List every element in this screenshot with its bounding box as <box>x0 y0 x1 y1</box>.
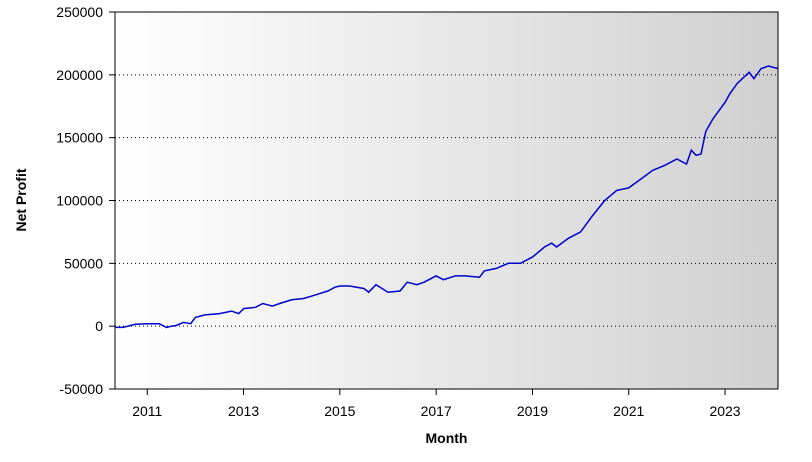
gridlines <box>115 74 778 327</box>
y-tick-label: 100000 <box>56 193 103 209</box>
net-profit-line <box>115 65 779 329</box>
y-tick-label: 150000 <box>56 130 103 146</box>
x-tick-label: 2011 <box>132 403 162 419</box>
y-tick-label: 250000 <box>56 4 103 20</box>
y-tick-label: 200000 <box>56 67 103 83</box>
x-axis: 2011 2013 2015 2017 2019 2021 2023 <box>132 389 741 419</box>
x-tick-label: 2021 <box>613 403 644 419</box>
y-tick-label: 50000 <box>64 255 103 271</box>
plot-area <box>114 11 779 390</box>
y-axis-title: Net Profit <box>13 168 29 231</box>
x-tick-label: 2015 <box>324 403 355 419</box>
x-axis-title: Month <box>426 430 468 446</box>
x-tick-label: 2017 <box>421 403 452 419</box>
x-tick-label: 2013 <box>228 403 259 419</box>
y-tick-label: -50000 <box>59 381 103 397</box>
y-tick-label: 0 <box>95 318 103 334</box>
x-tick-label: 2019 <box>517 403 548 419</box>
x-tick-label: 2023 <box>709 403 740 419</box>
y-axis: -50000 0 50000 100000 150000 200000 250000 <box>56 4 115 397</box>
